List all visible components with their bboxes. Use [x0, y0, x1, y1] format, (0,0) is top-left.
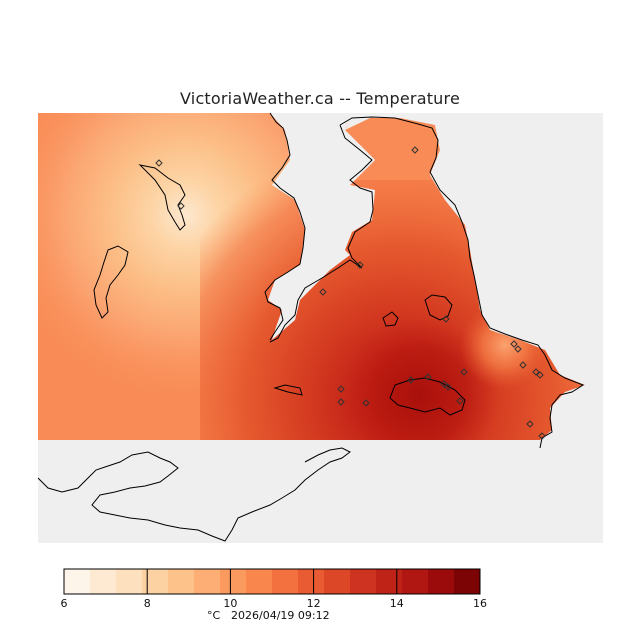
legend-swatch	[402, 569, 429, 594]
station-marker[interactable]	[407, 376, 415, 384]
station-marker[interactable]	[337, 385, 345, 393]
legend-swatch	[90, 569, 117, 594]
island-small-1	[424, 294, 453, 321]
station-marker[interactable]	[456, 397, 464, 405]
legend-timestamp: 2026/04/19 09:12	[231, 609, 330, 622]
legend-unit: °C	[207, 609, 221, 622]
station-marker[interactable]	[460, 368, 468, 376]
legend-swatch	[454, 569, 481, 594]
station-marker[interactable]	[536, 371, 544, 379]
coastline-inlet	[269, 124, 374, 343]
legend-swatch	[168, 569, 195, 594]
station-marker[interactable]	[424, 373, 432, 381]
legend-swatch	[272, 569, 299, 594]
legend-swatch	[116, 569, 143, 594]
station-marker[interactable]	[532, 368, 540, 376]
station-marker[interactable]	[177, 202, 185, 210]
legend-swatch	[194, 569, 221, 594]
legend-swatch	[142, 569, 169, 594]
island-small-2	[382, 311, 399, 327]
station-marker[interactable]	[440, 380, 448, 388]
legend-swatch	[298, 569, 325, 594]
legend-tick-label: 12	[307, 597, 321, 610]
coastline-peninsula	[339, 116, 585, 449]
legend-ticks: 6 8 10 12 14 16	[61, 569, 487, 610]
station-marker[interactable]	[337, 398, 345, 406]
station-marker[interactable]	[538, 432, 546, 440]
station-markers[interactable]	[155, 146, 546, 440]
page-title: VictoriaWeather.ca -- Temperature	[180, 89, 460, 108]
station-marker[interactable]	[442, 315, 450, 323]
station-marker[interactable]	[444, 383, 452, 391]
legend-swatch	[64, 569, 91, 594]
coastline-mainland-west	[264, 112, 306, 341]
station-marker[interactable]	[411, 146, 419, 154]
coastline-south	[273, 384, 303, 396]
station-marker[interactable]	[514, 345, 522, 353]
legend-tick-label: 8	[144, 597, 151, 610]
coastlines	[37, 112, 585, 542]
legend-swatch	[246, 569, 273, 594]
station-marker[interactable]	[319, 288, 327, 296]
legend-swatch	[428, 569, 455, 594]
coastline-lower	[37, 447, 351, 542]
station-marker[interactable]	[510, 340, 518, 348]
station-marker[interactable]	[362, 399, 370, 407]
legend-swatch	[220, 569, 247, 594]
island-saanich	[389, 377, 466, 416]
temperature-field	[38, 113, 603, 440]
legend-swatch	[350, 569, 377, 594]
legend-tick-label: 6	[61, 597, 68, 610]
sea-cutout-east	[400, 113, 603, 440]
legend-swatch	[376, 569, 403, 594]
station-marker[interactable]	[356, 261, 364, 269]
legend-tick-label: 14	[390, 597, 404, 610]
station-marker[interactable]	[526, 420, 534, 428]
legend-swatches	[64, 569, 481, 594]
station-marker[interactable]	[155, 159, 163, 167]
legend-tick-label: 10	[223, 597, 237, 610]
island-north	[138, 164, 186, 231]
sea-cutout	[268, 113, 375, 340]
legend-tick-label: 16	[473, 597, 487, 610]
legend-swatch	[324, 569, 351, 594]
island-west	[93, 245, 129, 319]
station-marker[interactable]	[519, 361, 527, 369]
